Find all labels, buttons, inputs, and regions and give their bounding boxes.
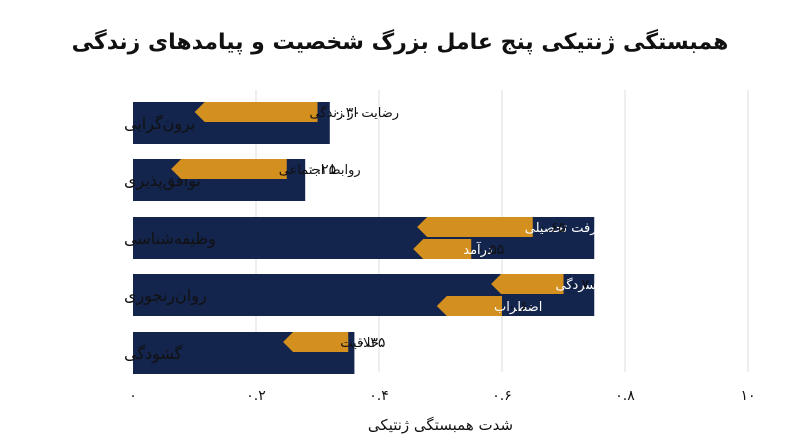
value-label: ۰.۵۵ [477, 242, 504, 258]
outcome-label: خلاقیت [340, 336, 379, 351]
value-label: ۰.۳۵ [358, 335, 385, 351]
chart-title: همبستگی ژنتیکی پنج عامل بزرگ شخصیت و پیا… [71, 30, 729, 55]
category-label: روان‌رنجوری [124, 286, 207, 306]
x-tick-label: ۱۰ [740, 388, 755, 404]
value-label: ۰.۲۵ [309, 162, 336, 178]
x-axis-label: شدت همبستگی ژنتیکی [368, 416, 513, 434]
outcome-arrow [491, 274, 564, 294]
outcome-label: پیشرفت تحصیلی [525, 221, 617, 236]
value-label: ۰.۷۰ [570, 277, 597, 293]
x-tick-label: ۰.۶ [492, 388, 512, 404]
x-tick-label: ۰.۲ [246, 388, 266, 404]
x-tick-label: ۰.۸ [615, 388, 635, 404]
outcome-label: افسردگی [556, 277, 607, 293]
value-label: ۰.۶۰ [508, 299, 535, 315]
outcome-label: رضایت از زندگی [310, 105, 400, 121]
category-label: گشودگی [124, 344, 183, 364]
value-label: ۰.۳۰ [334, 105, 361, 121]
x-tick-label: ۰ [129, 388, 137, 404]
outcome-arrow [171, 159, 287, 179]
outcome-arrow [417, 217, 533, 237]
value-label: ۰.۶۵ [539, 220, 566, 236]
outcome-arrow [283, 332, 349, 352]
outcome-arrow [413, 239, 472, 259]
category-label: برون‌گرایی [124, 114, 195, 134]
x-tick-label: ۰.۴ [369, 388, 389, 404]
outcome-label: درآمد [463, 241, 493, 258]
outcome-label: اضطراب [494, 300, 542, 315]
outcome-label: روابط اجتماعی [279, 163, 361, 178]
category-label: وظیفه‌شناسی [124, 229, 216, 249]
outcome-arrow [436, 296, 502, 316]
outcome-arrow [194, 102, 318, 122]
